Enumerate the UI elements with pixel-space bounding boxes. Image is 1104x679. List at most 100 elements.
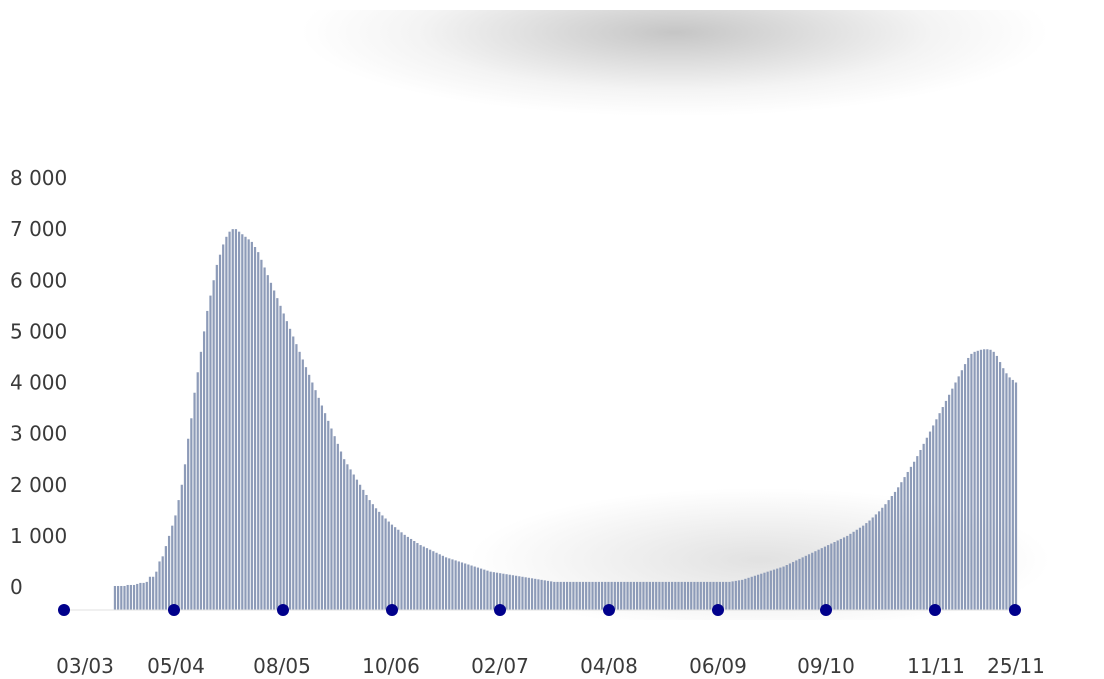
bar	[591, 581, 594, 610]
bar	[285, 321, 288, 610]
bar	[183, 464, 187, 610]
bar	[394, 527, 397, 610]
bar	[260, 259, 263, 610]
bar	[932, 425, 935, 610]
bar	[177, 500, 180, 610]
bar	[594, 581, 597, 610]
y-tick-label: 5 000	[10, 319, 67, 343]
bar	[269, 282, 273, 610]
bar	[333, 436, 336, 610]
bar	[715, 581, 718, 610]
bar	[518, 576, 521, 610]
bar	[884, 504, 887, 610]
bar	[228, 231, 231, 610]
bar	[212, 280, 215, 610]
x-axis: 03/03 05/04 08/05 10/06 02/07 04/08 06/09 09/10…	[56, 654, 1045, 678]
bar	[537, 579, 540, 610]
x-tick-label: 06/09	[689, 654, 747, 678]
bar	[588, 581, 591, 610]
bar	[448, 558, 451, 610]
bar	[317, 397, 320, 610]
x-tick-marker	[603, 604, 615, 616]
bar	[960, 370, 963, 610]
bar	[578, 581, 581, 610]
bar	[339, 451, 343, 610]
bar	[849, 533, 852, 610]
bar	[671, 581, 674, 610]
bar	[792, 561, 795, 610]
bar	[371, 504, 374, 610]
x-tick-label: 02/07	[471, 654, 529, 678]
bar	[750, 576, 753, 610]
bar	[343, 459, 346, 610]
bar	[569, 581, 572, 610]
bar	[706, 581, 709, 610]
bar	[120, 585, 123, 610]
bar	[308, 374, 311, 610]
bar	[995, 355, 999, 610]
bar	[565, 581, 569, 610]
bar	[989, 349, 992, 610]
bar	[607, 581, 610, 610]
bar	[368, 500, 371, 610]
bar	[492, 572, 495, 610]
bar	[639, 581, 642, 610]
bar	[983, 349, 986, 610]
bar	[613, 581, 616, 610]
bar	[877, 511, 881, 610]
bar	[378, 511, 381, 610]
bar	[534, 578, 537, 610]
bar	[158, 561, 161, 610]
bar	[604, 581, 607, 610]
bar	[763, 572, 766, 610]
bar	[314, 390, 317, 610]
bar	[136, 583, 139, 610]
bar	[234, 229, 238, 611]
bar	[693, 581, 696, 610]
bar	[543, 580, 546, 610]
bar	[323, 413, 327, 610]
bar	[986, 349, 989, 610]
bar	[839, 538, 842, 610]
bar	[782, 566, 785, 610]
bar	[957, 376, 960, 610]
x-tick-label: 25/11	[987, 654, 1045, 678]
bar	[772, 569, 776, 610]
bar	[575, 581, 578, 610]
bar	[1002, 368, 1005, 610]
bar	[683, 581, 686, 610]
bar	[231, 229, 234, 611]
bar	[696, 581, 699, 610]
bar	[858, 527, 862, 610]
bar	[973, 351, 976, 610]
bar	[171, 525, 174, 610]
bar	[457, 561, 460, 610]
bar	[546, 580, 550, 610]
bar	[976, 350, 979, 610]
bar	[406, 536, 409, 610]
bar	[807, 554, 811, 610]
bar	[769, 570, 772, 610]
bar	[502, 573, 505, 610]
bar	[836, 540, 839, 610]
x-tick-label: 11/11	[907, 654, 965, 678]
bar	[928, 431, 932, 610]
bar	[435, 552, 438, 610]
bar	[667, 581, 671, 610]
bar	[874, 514, 878, 610]
bar	[276, 298, 279, 610]
x-tick-label: 03/03	[56, 654, 114, 678]
bar	[655, 581, 658, 610]
bar	[967, 357, 970, 610]
bar	[661, 581, 664, 610]
bar	[992, 351, 995, 610]
bar	[441, 555, 445, 610]
bar	[266, 275, 269, 610]
y-tick-label: 8 000	[10, 166, 67, 190]
bar	[865, 523, 868, 610]
bar	[495, 572, 499, 610]
bar	[906, 471, 909, 610]
bar	[336, 443, 339, 610]
y-tick-label: 0	[10, 575, 23, 599]
bar	[913, 461, 916, 610]
